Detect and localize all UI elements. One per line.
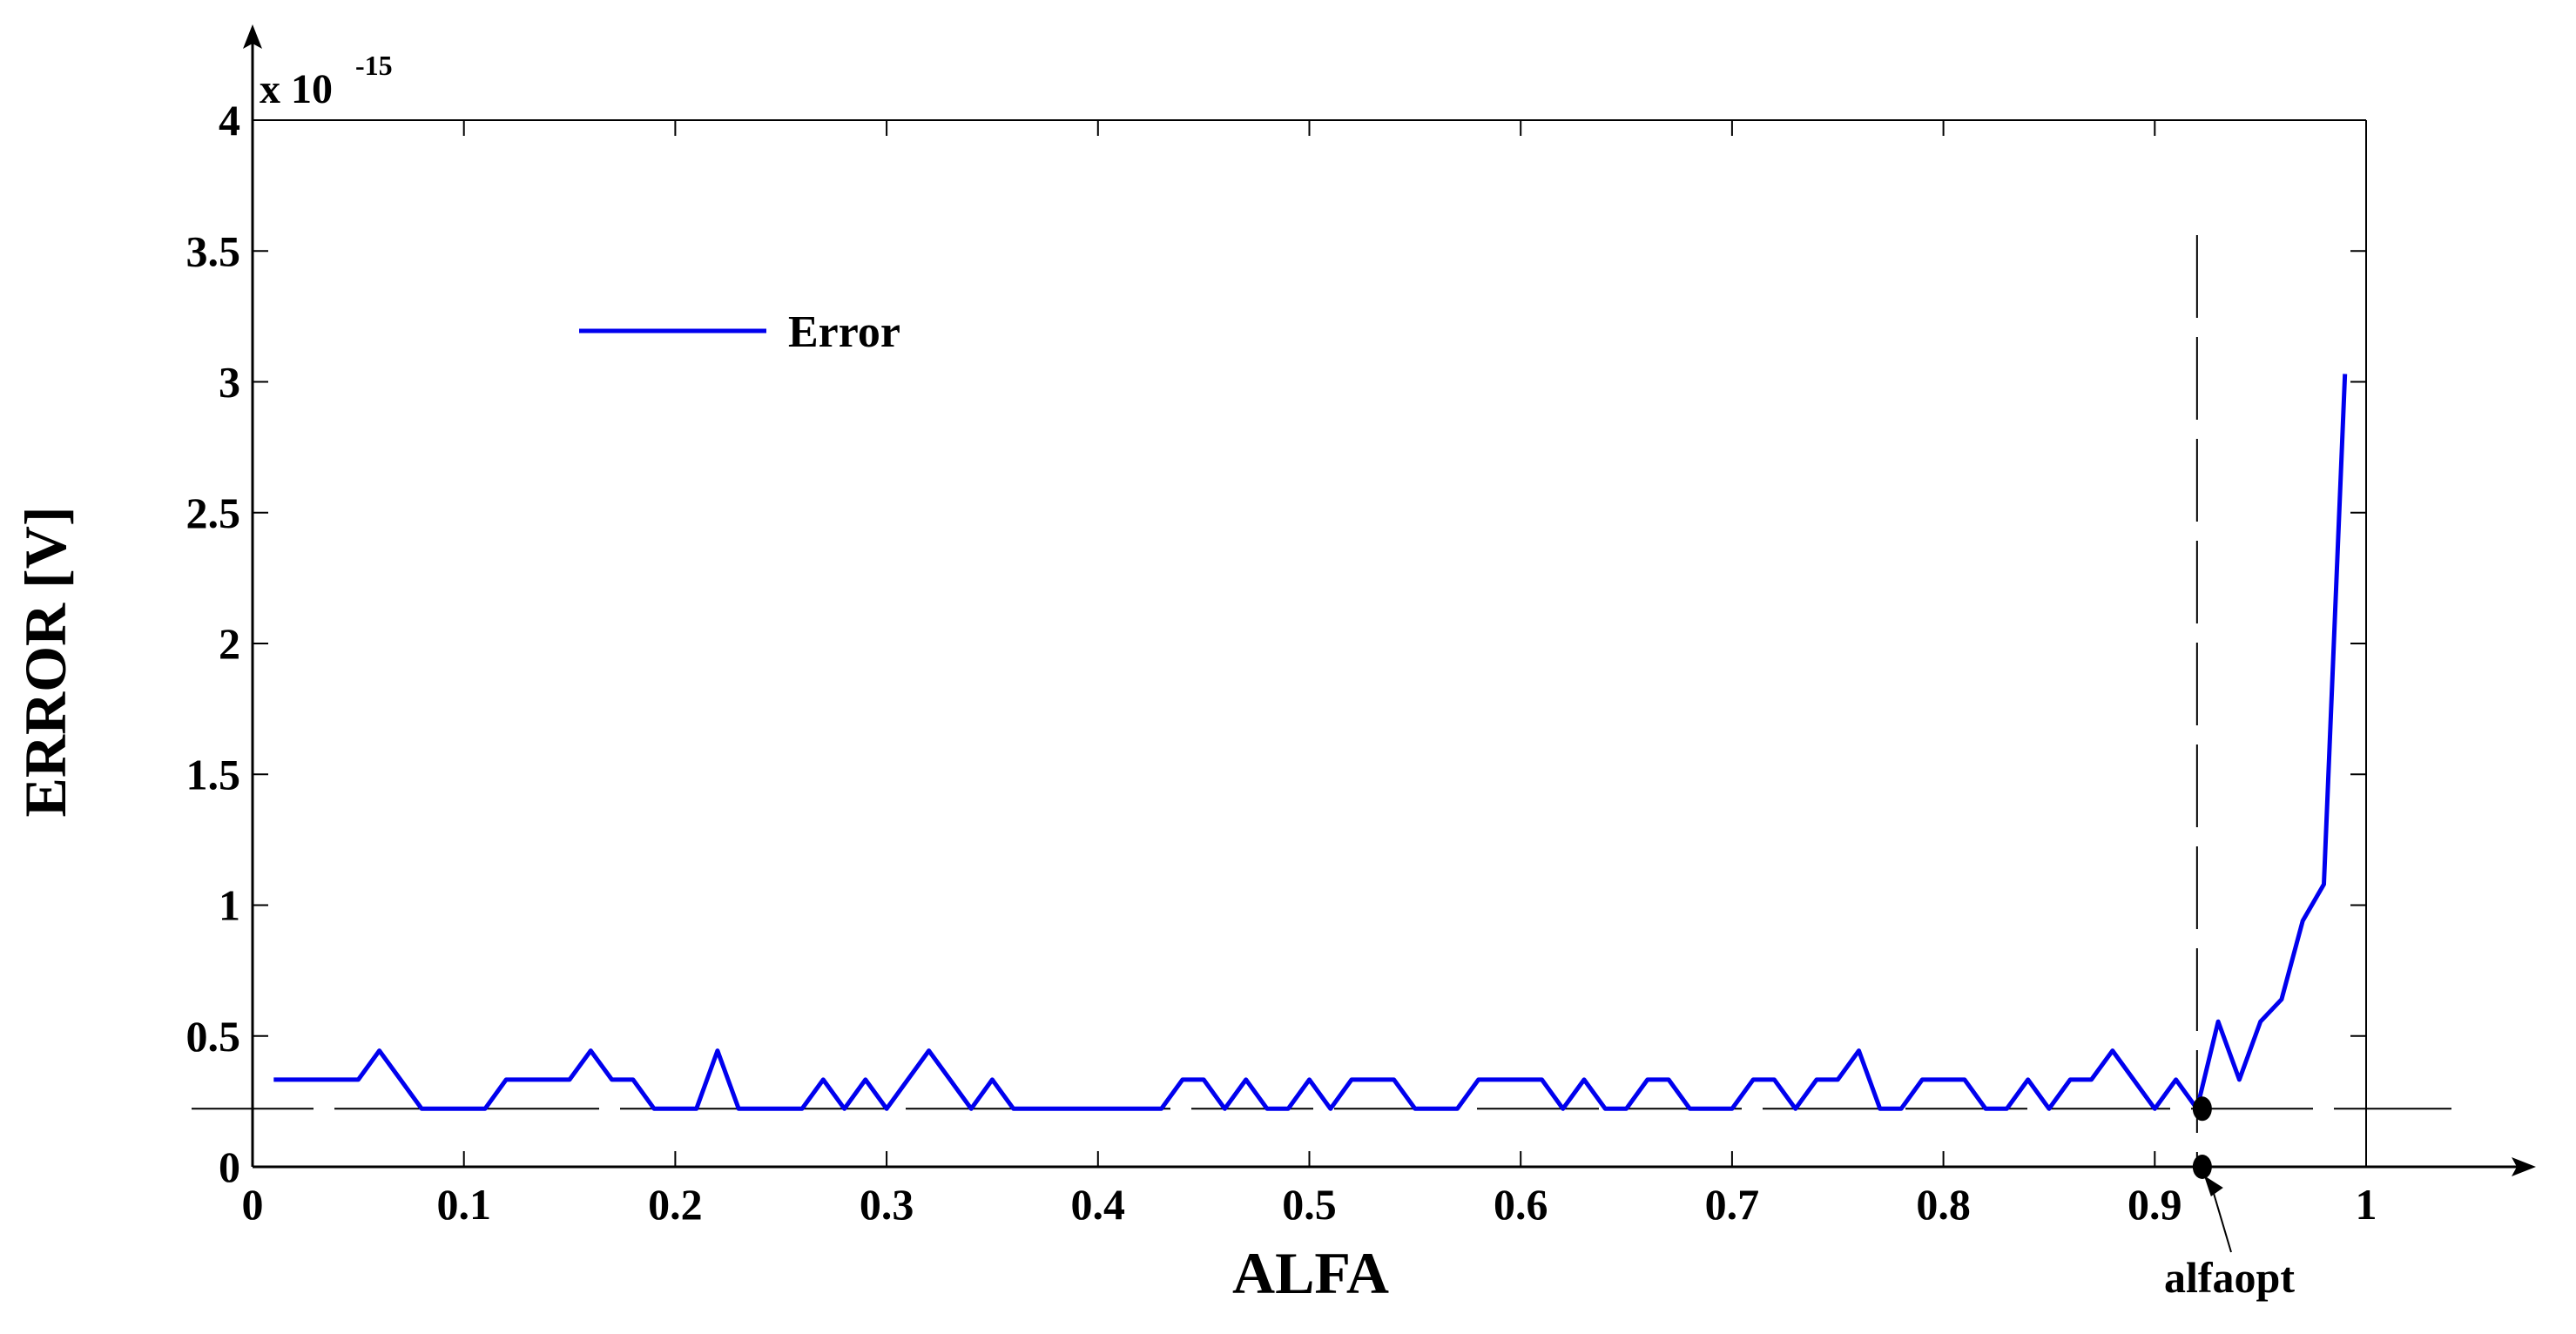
y-tick-label: 3	[219, 358, 240, 407]
x-tick-label: 0.7	[1705, 1180, 1760, 1229]
axes	[243, 24, 2536, 1176]
y-axis-title: ERROR [V]	[12, 507, 78, 818]
y-tick-label: 1	[219, 881, 240, 930]
x-tick-label: 0.3	[860, 1180, 914, 1229]
x-axis-arrowhead	[2512, 1157, 2536, 1176]
ticks: 0 0.1 0.2 0.3 0.4 0.5 0.6 0.7 0.8 0.9 1 0 0.5 1 1.5 2 2.…	[186, 96, 2377, 1229]
alfaopt-annotation-arrowhead	[2203, 1176, 2223, 1196]
y-multiplier-label: x 10	[260, 66, 333, 112]
y-tick-label: 3.5	[186, 226, 241, 275]
y-tick-label: 4	[219, 96, 240, 145]
x-tick-label: 0	[242, 1180, 264, 1229]
x-tick-label: 0.4	[1071, 1180, 1126, 1229]
x-tick-label: 0.1	[436, 1180, 491, 1229]
marker-point	[2192, 1096, 2212, 1122]
x-tick-label: 0.8	[1916, 1180, 1971, 1229]
y-tick-label: 0.5	[186, 1012, 241, 1061]
y-axis-arrowhead	[243, 24, 262, 49]
alfaopt-annotation: alfaopt	[2164, 1253, 2295, 1302]
x-tick-label: 0.6	[1494, 1180, 1548, 1229]
x-tick-label: 0.2	[648, 1180, 703, 1229]
y-tick-label: 1.5	[186, 750, 241, 798]
series-line-error	[273, 374, 2348, 1111]
x-axis-title: ALFA	[1232, 1240, 1389, 1306]
x-tick-label: 0.5	[1282, 1180, 1337, 1229]
x-tick-label: 0.9	[2128, 1180, 2182, 1229]
x-tick-label: 1	[2356, 1180, 2377, 1229]
y-tick-label: 0	[219, 1142, 240, 1191]
y-multiplier-exponent: -15	[355, 50, 393, 81]
alfaopt-annotation-arrow	[2209, 1183, 2232, 1253]
markers	[2192, 1096, 2232, 1253]
marker-point	[2192, 1155, 2212, 1179]
series	[273, 374, 2348, 1111]
y-tick-label: 2	[219, 619, 240, 668]
reference-lines	[192, 235, 2451, 1167]
legend-label-error: Error	[788, 307, 900, 357]
y-tick-label: 2.5	[186, 488, 241, 537]
legend: Error	[579, 307, 900, 357]
